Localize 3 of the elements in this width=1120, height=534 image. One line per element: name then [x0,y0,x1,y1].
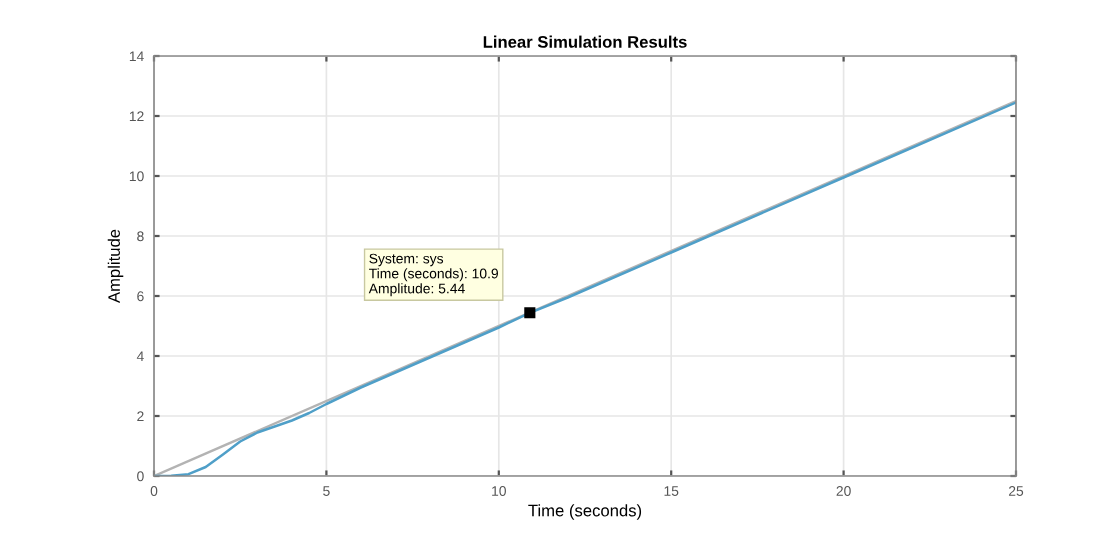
chart-title: Linear Simulation Results [483,35,687,48]
y-axis-title: Amplitude [107,229,124,304]
x-axis-title: Time (seconds) [528,504,642,520]
